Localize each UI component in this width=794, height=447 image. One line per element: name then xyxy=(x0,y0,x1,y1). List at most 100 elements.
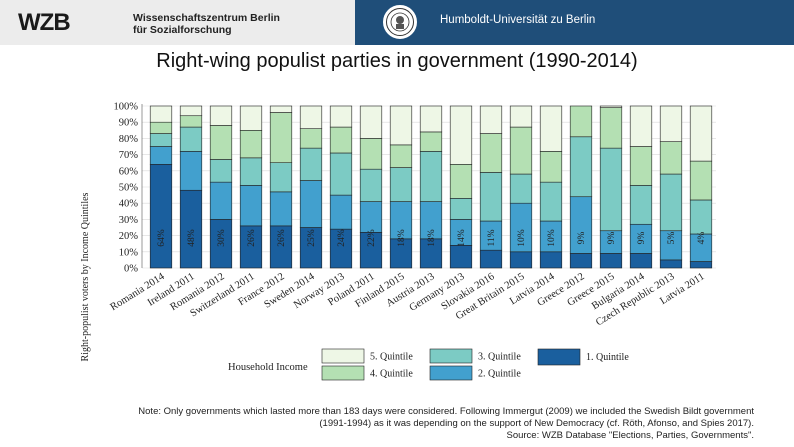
q1-value-label: 18% xyxy=(427,229,437,247)
bar-segment xyxy=(359,201,383,233)
bar-segment xyxy=(569,253,593,269)
bar-segment xyxy=(479,172,503,222)
bar-segment xyxy=(449,164,473,199)
q1-value-label: 10% xyxy=(517,229,527,247)
bar-segment xyxy=(329,152,353,196)
bar-group xyxy=(389,105,413,269)
chart-legend: Household Income 5. Quintile 4. Quintile 3.… xyxy=(228,348,629,381)
bar-segment xyxy=(239,185,263,227)
bar-group xyxy=(179,105,203,269)
bar-segment xyxy=(299,147,323,181)
q1-value-label: 14% xyxy=(457,229,467,247)
bar-segment xyxy=(479,249,503,269)
legend-swatch xyxy=(537,348,581,366)
q1-value-label: 9% xyxy=(577,232,587,245)
bar-group xyxy=(599,105,623,269)
bar-segment xyxy=(149,164,173,269)
q1-value-label: 64% xyxy=(157,229,167,247)
bar-segment xyxy=(419,105,443,133)
bar-group xyxy=(299,105,323,269)
bar-segment xyxy=(599,105,623,108)
bar-segment xyxy=(689,160,713,201)
wzb-org-name: Wissenschaftszentrum Berlin für Sozialfo… xyxy=(133,12,280,36)
bar-segment xyxy=(539,251,563,269)
bar-group xyxy=(479,105,503,269)
bar-segment xyxy=(689,105,713,162)
bar-segment xyxy=(269,191,293,227)
wzb-org-line1: Wissenschaftszentrum Berlin xyxy=(133,12,280,24)
q1-value-label: 22% xyxy=(367,229,377,247)
q1-value-label: 18% xyxy=(397,229,407,247)
hu-seal-icon xyxy=(383,5,417,39)
bar-segment xyxy=(389,167,413,202)
bar-segment xyxy=(239,129,263,159)
y-tick-label: 80% xyxy=(119,134,139,145)
partner-name: Humboldt-Universität zu Berlin xyxy=(440,14,596,26)
bar-segment xyxy=(239,105,263,131)
legend-label: 4. Quintile xyxy=(370,369,413,380)
footnote-line3: Source: WZB Database "Elections, Parties… xyxy=(506,430,754,441)
bar-segment xyxy=(179,151,203,191)
wzb-org-line2: für Sozialforschung xyxy=(133,24,232,36)
bar-segment xyxy=(629,146,653,186)
bar-segment xyxy=(659,141,683,175)
header-bar: WZB Wissenschaftszentrum Berlin für Sozi… xyxy=(0,0,794,45)
bar-segment xyxy=(599,107,623,149)
bar-segment xyxy=(539,105,563,152)
legend-label: 1. Quintile xyxy=(586,352,629,363)
bar-group xyxy=(569,105,593,269)
bar-segment xyxy=(449,245,473,269)
bar-segment xyxy=(689,199,713,235)
bar-segment xyxy=(179,115,203,128)
bar-segment xyxy=(539,151,563,183)
legend-swatch xyxy=(321,365,365,381)
bar-segment xyxy=(509,251,533,269)
chart-bars xyxy=(149,105,713,269)
bar-segment xyxy=(299,180,323,228)
bar-segment xyxy=(419,131,443,152)
bar-segment xyxy=(419,151,443,202)
bar-segment xyxy=(659,259,683,269)
q1-value-label: 30% xyxy=(217,229,227,247)
bar-segment xyxy=(659,173,683,232)
bar-segment xyxy=(209,105,233,126)
q1-value-label: 9% xyxy=(637,232,647,245)
bar-segment xyxy=(389,144,413,168)
bar-segment xyxy=(479,105,503,134)
legend-title: Household Income xyxy=(228,362,308,373)
bar-segment xyxy=(689,261,713,269)
bar-segment xyxy=(149,146,173,165)
bar-segment xyxy=(509,173,533,204)
bar-segment xyxy=(149,121,173,134)
y-tick-label: 30% xyxy=(119,215,139,226)
bar-segment xyxy=(629,253,653,269)
bar-segment xyxy=(569,105,593,138)
q1-value-label: 9% xyxy=(607,232,617,245)
y-axis-ticks: 0% 10% 20% 30% 40% 50% 60% 70% 80% 90% 100% xyxy=(114,102,139,275)
bar-segment xyxy=(389,105,413,146)
wzb-header-panel: WZB Wissenschaftszentrum Berlin für Sozi… xyxy=(0,0,355,45)
q1-value-label: 26% xyxy=(277,229,287,247)
bar-segment xyxy=(239,157,263,186)
wzb-logo: WZB xyxy=(18,9,71,36)
q1-value-label: 10% xyxy=(547,229,557,247)
legend-label: 2. Quintile xyxy=(478,369,521,380)
bar-segment xyxy=(659,105,683,142)
y-tick-label: 70% xyxy=(119,150,139,161)
bar-segment xyxy=(149,105,173,123)
y-tick-label: 60% xyxy=(119,166,139,177)
bar-group xyxy=(269,105,293,269)
bar-group xyxy=(419,105,443,269)
bar-segment xyxy=(299,128,323,149)
bar-segment xyxy=(209,159,233,183)
bar-segment xyxy=(209,125,233,160)
bar-segment xyxy=(179,189,203,269)
q1-value-label: 11% xyxy=(487,229,497,246)
q1-value-label: 26% xyxy=(247,229,257,247)
bar-segment xyxy=(629,105,653,147)
bar-segment xyxy=(449,105,473,165)
footnote-line2: (1991-1994) as it was depending on the s… xyxy=(319,418,754,429)
partner-header-panel xyxy=(355,0,794,45)
bar-group xyxy=(359,105,383,269)
